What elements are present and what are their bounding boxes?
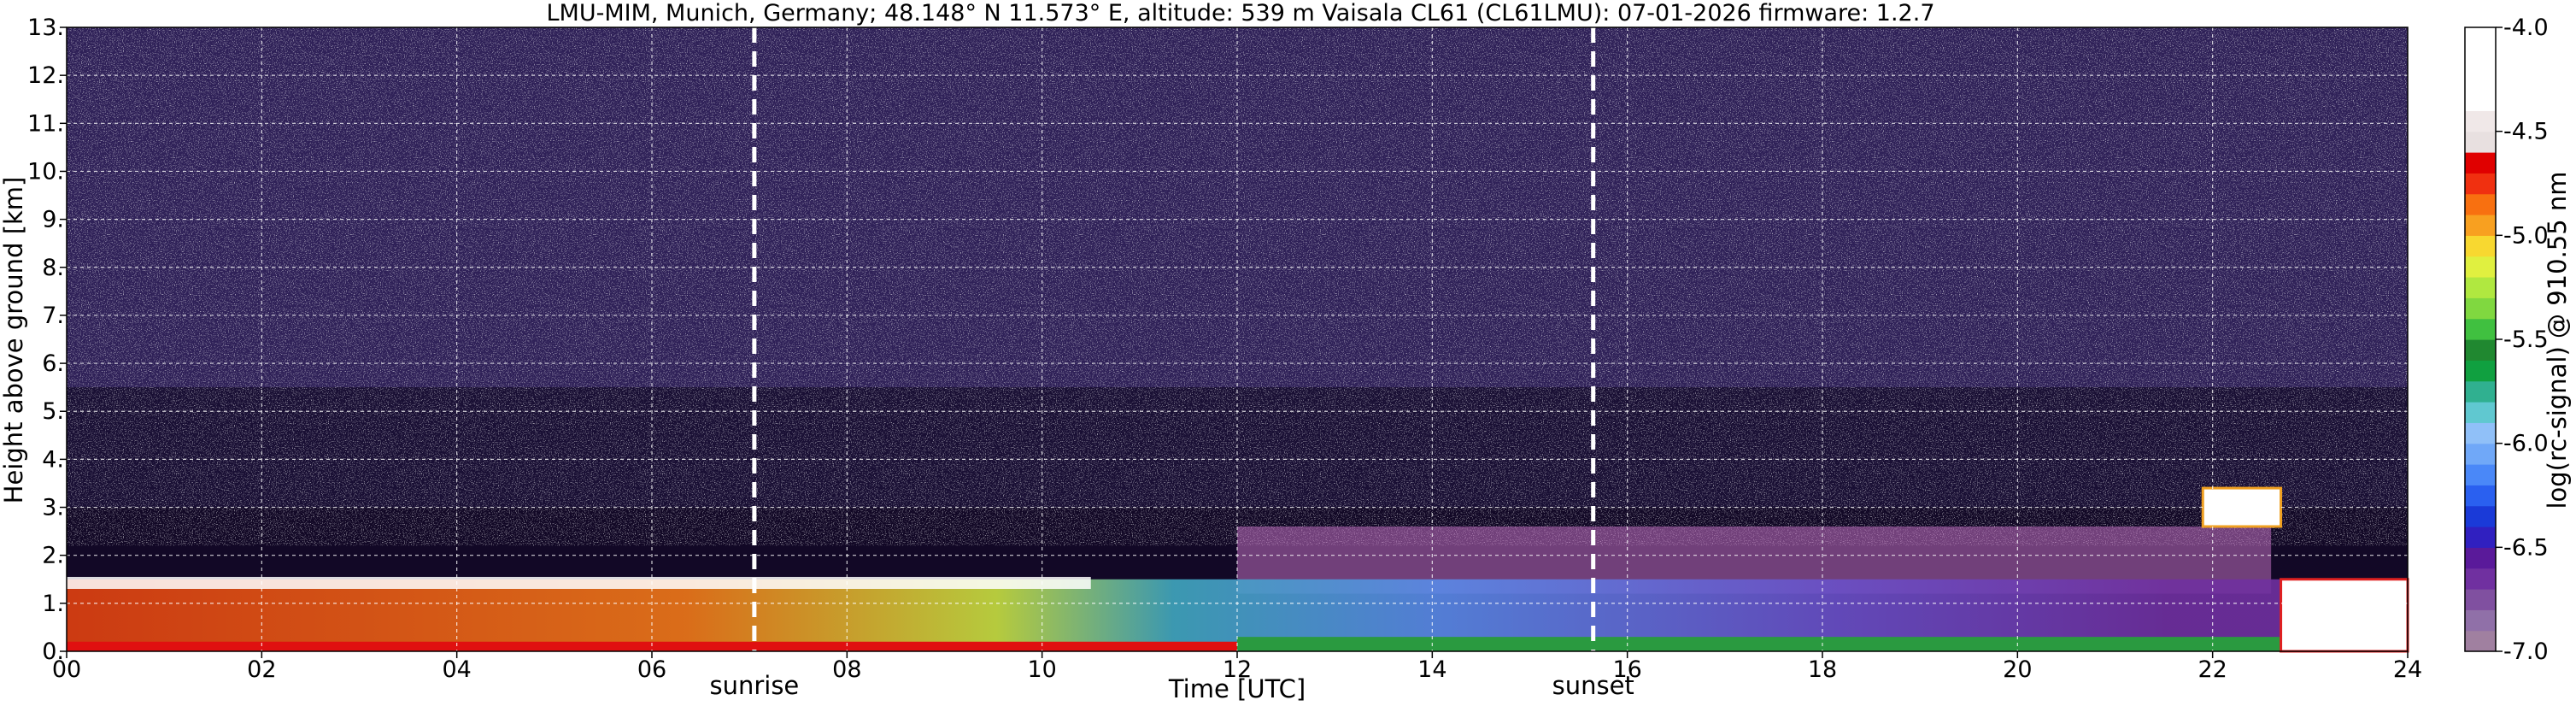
x-tick-label: 10 <box>1027 656 1056 683</box>
colorbar-tick-label: -4.0 <box>2503 15 2549 41</box>
x-axis-label: Time [UTC] <box>1168 674 1306 703</box>
x-tick-label: 14 <box>1417 656 1446 683</box>
boundary-layer-top <box>67 576 1091 589</box>
colorbar-segment <box>2465 110 2496 132</box>
event-label-sunset: sunset <box>1552 671 1634 700</box>
colorbar-segment <box>2465 27 2496 49</box>
y-tick-label: 12. <box>27 62 64 89</box>
colorbar-segment <box>2465 380 2496 403</box>
x-tick-label: 08 <box>832 656 861 683</box>
colorbar-tick-label: -6.5 <box>2503 534 2549 561</box>
plot-area <box>66 26 2409 653</box>
colorbar-tick-label: -7.0 <box>2503 638 2549 665</box>
colorbar-segment <box>2465 297 2496 320</box>
colorbar-segment <box>2465 48 2496 70</box>
x-tick-label: 12 <box>1223 656 1252 683</box>
y-tick-label: 5. <box>42 398 64 425</box>
colorbar-segment <box>2465 152 2496 174</box>
colorbar-segment <box>2465 235 2496 257</box>
colorbar-segment <box>2465 505 2496 527</box>
y-tick-label: 1. <box>42 591 64 617</box>
colorbar-segment <box>2465 630 2496 652</box>
colorbar-segment <box>2465 277 2496 298</box>
x-axis: 00 02 04 06 08 10 12 14 16 18 20 22 24 <box>52 651 2422 683</box>
event-lines <box>752 27 1596 651</box>
colorbar-segment <box>2465 568 2496 590</box>
x-tick-label: 22 <box>2198 656 2227 683</box>
colorbar-segment <box>2465 464 2496 485</box>
colorbar-segment <box>2465 215 2496 236</box>
colorbar-segment <box>2465 256 2496 278</box>
event-label-sunrise: sunrise <box>709 671 799 700</box>
colorbar-tick-label: -6.0 <box>2503 431 2549 457</box>
colorbar-segment <box>2465 360 2496 382</box>
x-tick-label: 02 <box>247 656 276 683</box>
colorbar: -4.0 -4.5 -5.0 -5.5 -6.0 -6.5 -7.0 <box>2464 15 2549 665</box>
low-cloud-feature <box>2280 578 2409 653</box>
colorbar-segment <box>2465 485 2496 507</box>
colorbar-segment <box>2465 609 2496 632</box>
colorbar-segment <box>2465 193 2496 215</box>
colorbar-tick-label: -5.5 <box>2503 327 2549 353</box>
x-tick-label: 16 <box>1612 656 1641 683</box>
colorbar-segment <box>2465 443 2496 465</box>
grid-lines <box>67 27 2408 651</box>
colorbar-segment <box>2465 527 2496 548</box>
x-tick-label: 20 <box>2003 656 2032 683</box>
y-tick-label: 0. <box>42 638 64 665</box>
y-tick-label: 7. <box>42 303 64 329</box>
colorbar-tick-label: -4.5 <box>2503 119 2549 145</box>
colorbar-segment <box>2465 402 2496 423</box>
near-ground-layer <box>67 641 1237 651</box>
y-tick-label: 11. <box>27 110 64 137</box>
x-tick-label: 18 <box>1808 656 1837 683</box>
chart-title: LMU-MIM, Munich, Germany; 48.148° N 11.5… <box>546 0 1934 26</box>
x-tick-label: 06 <box>637 656 666 683</box>
y-tick-label: 2. <box>42 543 64 569</box>
y-tick-label: 9. <box>42 207 64 233</box>
x-tick-label: 00 <box>52 656 81 683</box>
colorbar-segment <box>2465 589 2496 610</box>
afternoon-ground-layer <box>1237 637 2281 651</box>
colorbar-label: log(rc-signal) @ 910.55 nm <box>2543 171 2572 509</box>
y-tick-label: 3. <box>42 495 64 521</box>
colorbar-segment <box>2465 422 2496 444</box>
colorbar-segment <box>2465 90 2496 111</box>
y-axis-label: Height above ground [km] <box>0 177 28 504</box>
colorbar-segment <box>2465 547 2496 569</box>
colorbar-segment <box>2465 131 2496 153</box>
colorbar-tick-label: -5.0 <box>2503 222 2549 249</box>
y-tick-label: 4. <box>42 446 64 473</box>
x-tick-label: 24 <box>2393 656 2422 683</box>
colorbar-segment <box>2465 173 2496 195</box>
colorbar-segment <box>2465 318 2496 340</box>
y-tick-label: 8. <box>42 255 64 281</box>
y-tick-label: 13. <box>27 15 64 41</box>
y-tick-label: 10. <box>27 158 64 185</box>
signal-features <box>67 486 2409 653</box>
colorbar-segment <box>2465 68 2496 91</box>
x-tick-label: 04 <box>442 656 471 683</box>
y-axis: 0. 1. 2. 3. 4. 5. 6. 7. 8. 9. 10. 11. 12. 13. <box>27 15 67 665</box>
y-tick-label: 6. <box>42 350 64 377</box>
colorbar-segment <box>2465 339 2496 361</box>
